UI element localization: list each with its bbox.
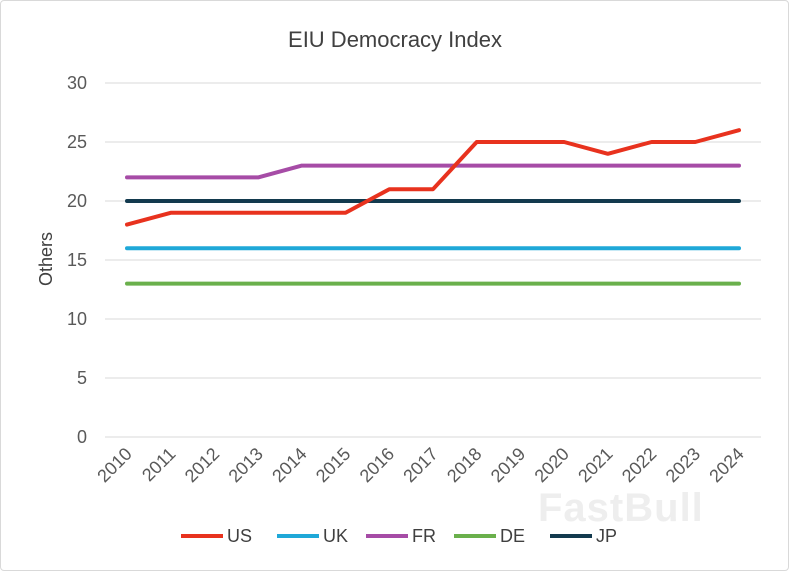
y-axis-label: Others xyxy=(36,232,56,286)
x-tick-label: 2021 xyxy=(574,444,616,486)
x-tick-label: 2020 xyxy=(531,444,573,486)
legend-label: US xyxy=(227,526,252,546)
legend-item-us: US xyxy=(181,526,252,546)
x-tick-label: 2017 xyxy=(399,444,441,486)
watermark: FastBull xyxy=(538,486,704,530)
x-tick-label: 2022 xyxy=(618,444,660,486)
y-tick-label: 15 xyxy=(67,250,87,270)
y-tick-label: 0 xyxy=(77,427,87,447)
series-line-us xyxy=(125,128,741,227)
legend-item-de: DE xyxy=(454,526,525,546)
legend-label: UK xyxy=(323,526,348,546)
x-axis-ticks: 2010 2011 2012 2013 2014 2015 2016 2017 2018 2019… xyxy=(93,444,747,486)
x-tick-label: 2010 xyxy=(93,444,135,486)
y-tick-label: 5 xyxy=(77,368,87,388)
legend-label: FR xyxy=(412,526,436,546)
x-tick-label: 2015 xyxy=(312,444,354,486)
legend-item-uk: UK xyxy=(277,526,348,546)
x-tick-label: 2013 xyxy=(225,444,267,486)
legend-item-fr: FR xyxy=(366,526,436,546)
x-tick-label: 2024 xyxy=(705,444,747,486)
series-line-fr xyxy=(125,163,741,180)
x-tick-label: 2011 xyxy=(138,444,180,486)
legend-label: DE xyxy=(500,526,525,546)
x-tick-label: 2014 xyxy=(268,444,310,486)
y-tick-label: 10 xyxy=(67,309,87,329)
x-tick-label: 2018 xyxy=(443,444,485,486)
series-lines xyxy=(125,128,741,286)
y-axis-ticks: 0 5 10 15 20 25 30 xyxy=(67,73,87,447)
legend-item-jp: JP xyxy=(550,526,617,546)
legend-label: JP xyxy=(596,526,617,546)
y-tick-label: 20 xyxy=(67,191,87,211)
gridlines xyxy=(105,82,761,438)
x-tick-label: 2012 xyxy=(181,444,223,486)
x-tick-label: 2016 xyxy=(356,444,398,486)
x-tick-label: 2019 xyxy=(487,444,529,486)
chart-title: EIU Democracy Index xyxy=(288,27,502,52)
legend: US UK FR DE JP xyxy=(181,526,617,546)
x-tick-label: 2023 xyxy=(662,444,704,486)
y-tick-label: 25 xyxy=(67,132,87,152)
y-tick-label: 30 xyxy=(67,73,87,93)
